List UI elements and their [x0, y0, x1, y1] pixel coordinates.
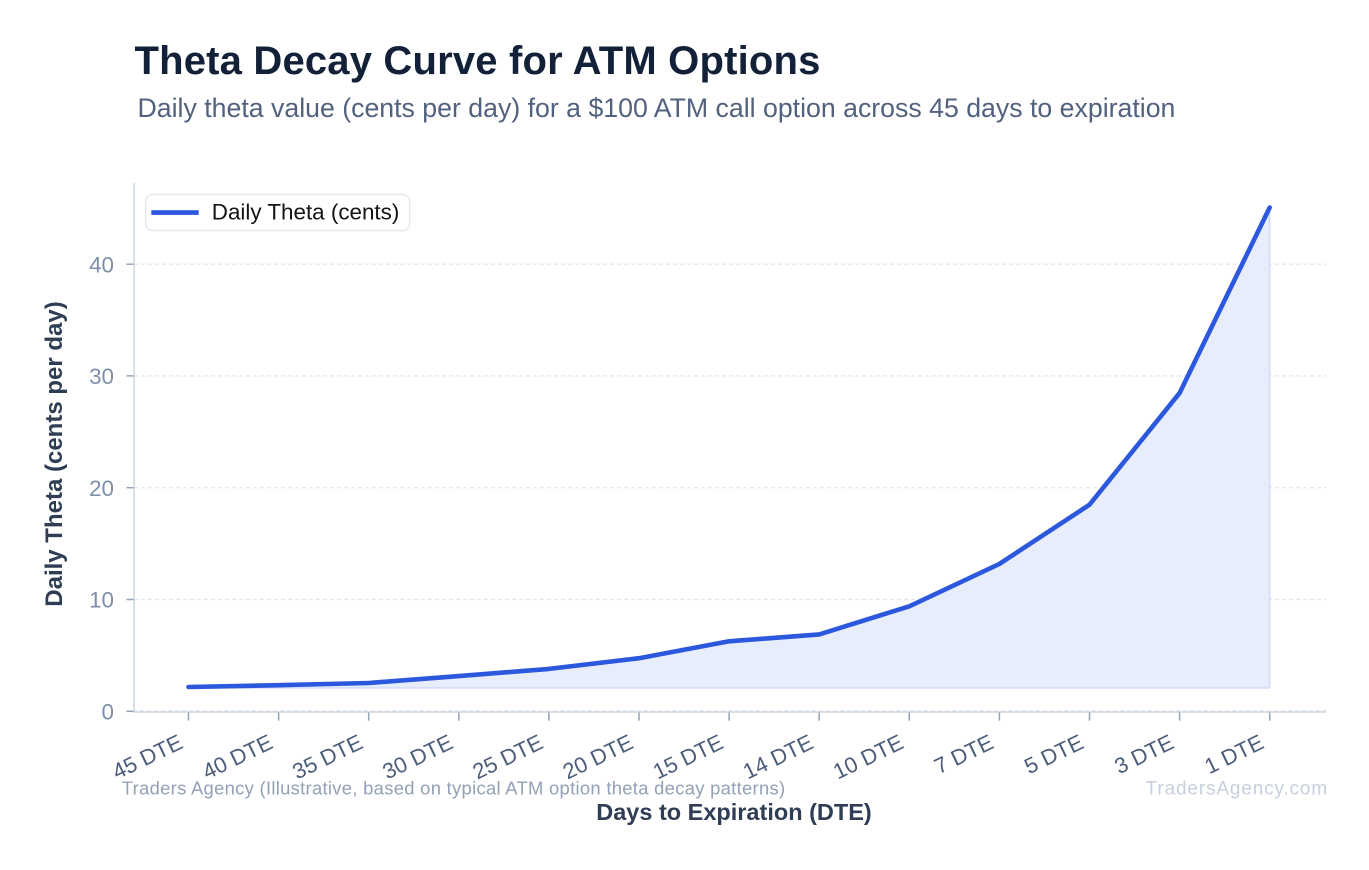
svg-text:Daily theta value (cents per d: Daily theta value (cents per day) for a …: [138, 93, 1176, 123]
svg-text:Daily Theta (cents per day): Daily Theta (cents per day): [41, 301, 68, 606]
svg-text:Days to Expiration (DTE): Days to Expiration (DTE): [596, 799, 872, 825]
svg-text:TradersAgency.com: TradersAgency.com: [1146, 779, 1328, 800]
svg-text:Daily Theta (cents): Daily Theta (cents): [212, 200, 399, 225]
svg-text:30: 30: [89, 364, 114, 389]
svg-text:Traders Agency (Illustrative,: Traders Agency (Illustrative, based on t…: [122, 778, 786, 799]
svg-text:20: 20: [89, 476, 114, 501]
svg-text:Theta Decay Curve for ATM Opti: Theta Decay Curve for ATM Options: [135, 39, 821, 83]
svg-text:40: 40: [89, 252, 114, 277]
svg-text:10: 10: [89, 588, 114, 613]
svg-text:0: 0: [102, 700, 114, 725]
